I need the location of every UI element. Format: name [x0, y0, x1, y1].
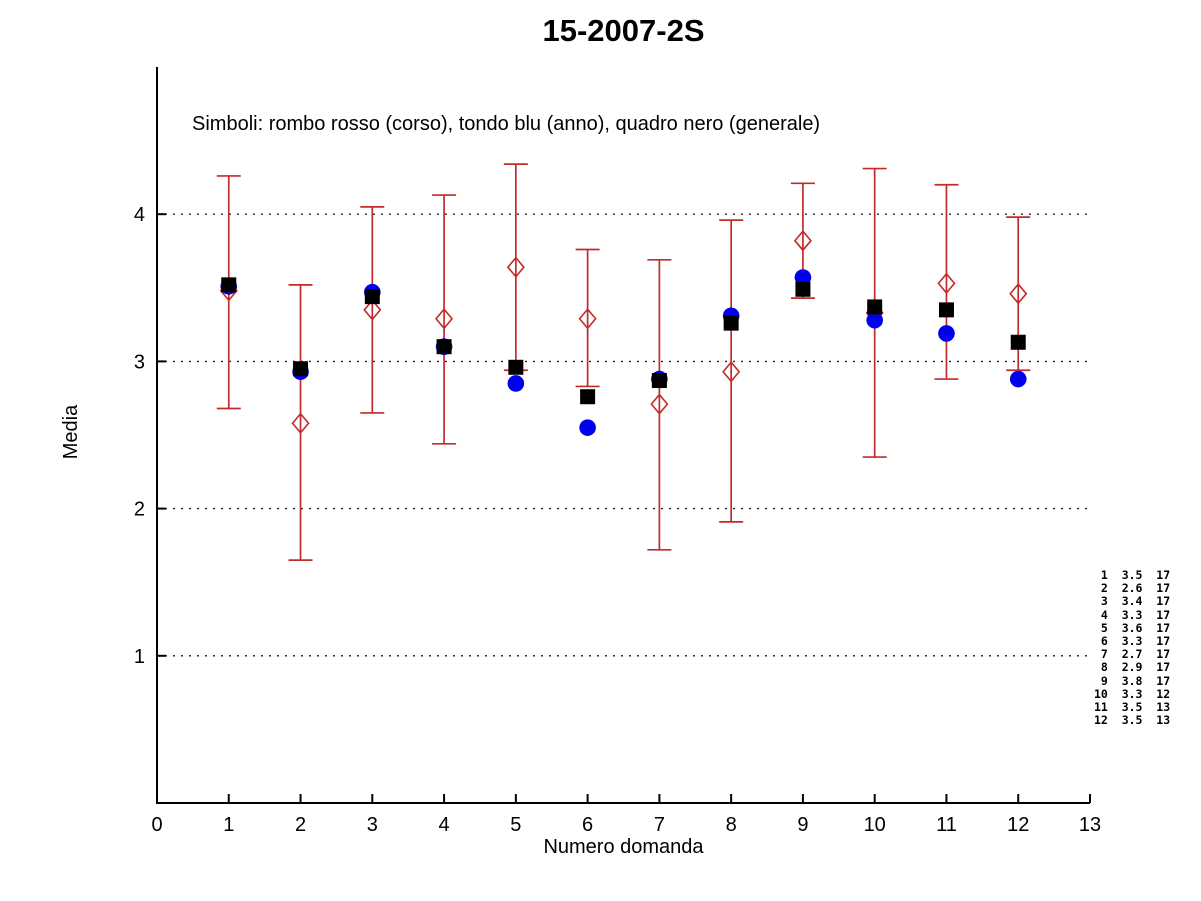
diamond-marker-corso-q11	[937, 272, 956, 295]
xtick-label-9: 9	[797, 814, 808, 836]
circle-marker-anno-q10	[866, 311, 883, 329]
square-marker-generale-q7	[651, 373, 667, 389]
side-table-row-2: 2 2.6 17	[1094, 581, 1171, 596]
square-marker-generale-q11	[938, 302, 954, 318]
xtick-label-2: 2	[295, 814, 306, 836]
square-marker-generale-q9	[795, 281, 811, 297]
diamond-marker-corso-q8	[722, 360, 741, 383]
circle-marker-anno-q11	[938, 325, 955, 342]
diamond-marker-corso-q6	[578, 307, 597, 330]
chart-title: 15-2007-2S	[542, 13, 705, 48]
square-marker-generale-q5	[508, 359, 524, 375]
diamond-marker-corso-q9	[793, 229, 812, 252]
square-marker-generale-q4	[436, 339, 452, 355]
square-marker-generale-q8	[723, 315, 739, 331]
circle-marker-anno-q5	[507, 375, 525, 392]
circle-marker-anno-q12	[1009, 370, 1027, 388]
square-marker-generale-q3	[364, 289, 380, 305]
xtick-label-6: 6	[582, 814, 593, 836]
square-marker-generale-q2	[293, 361, 309, 377]
ytick-label-3: 3	[134, 351, 145, 373]
square-marker-generale-q1	[221, 277, 237, 293]
side-table-row-10: 10 3.3 12	[1094, 686, 1171, 701]
side-table-row-3: 3 3.4 17	[1094, 594, 1171, 609]
side-table-row-5: 5 3.6 17	[1094, 620, 1171, 635]
xtick-label-12: 12	[1007, 814, 1029, 836]
side-table-row-4: 4 3.3 17	[1094, 607, 1171, 622]
xtick-label-11: 11	[936, 814, 957, 836]
diamond-marker-corso-q3	[363, 299, 382, 321]
xtick-label-13: 13	[1079, 814, 1101, 836]
xtick-label-7: 7	[654, 814, 665, 836]
legend-annotation: Simboli: rombo rosso (corso), tondo blu …	[192, 113, 821, 135]
xtick-label-4: 4	[439, 814, 450, 836]
ytick-label-4: 4	[134, 204, 145, 226]
square-marker-generale-q12	[1010, 334, 1026, 350]
ytick-label-1: 1	[134, 646, 145, 668]
diamond-marker-corso-q7	[650, 393, 669, 415]
side-table-row-8: 8 2.9 17	[1094, 660, 1171, 675]
side-table-row-1: 1 3.5 17	[1094, 568, 1171, 582]
diamond-marker-corso-q4	[435, 307, 454, 330]
side-table-row-12: 12 3.5 13	[1094, 713, 1171, 728]
x-axis-label: Numero domanda	[543, 836, 704, 858]
circle-marker-anno-q9	[794, 269, 812, 286]
circle-marker-anno-q6	[579, 419, 596, 436]
xtick-label-8: 8	[726, 814, 737, 836]
square-marker-generale-q10	[867, 299, 883, 315]
diamond-marker-corso-q12	[1009, 282, 1028, 305]
xtick-label-1: 1	[223, 814, 234, 836]
xtick-label-5: 5	[510, 814, 521, 836]
ytick-label-2: 2	[134, 499, 145, 521]
square-marker-generale-q6	[580, 389, 596, 405]
xtick-label-0: 0	[151, 814, 162, 836]
side-table-row-11: 11 3.5 13	[1094, 700, 1171, 715]
results-side-table: 1 3.5 17 2 2.6 17 3 3.4 17 4 3.3 17 5 3.…	[1094, 568, 1171, 728]
diamond-marker-corso-q2	[291, 412, 310, 434]
xtick-label-3: 3	[367, 814, 378, 836]
side-table-row-6: 6 3.3 17	[1094, 634, 1171, 649]
diamond-marker-corso-q5	[506, 256, 525, 278]
side-table-row-9: 9 3.8 17	[1094, 673, 1171, 688]
xtick-label-10: 10	[864, 814, 886, 836]
side-table-row-7: 7 2.7 17	[1094, 647, 1171, 662]
